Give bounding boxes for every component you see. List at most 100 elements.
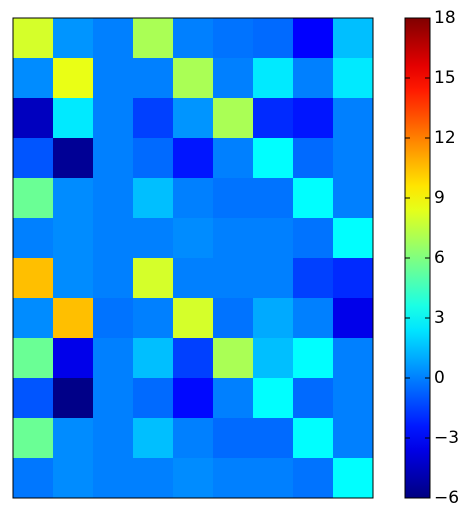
heatmap-cell bbox=[173, 338, 214, 379]
heatmap-cell bbox=[13, 458, 54, 499]
heatmap-cell bbox=[93, 418, 134, 459]
heatmap-cell bbox=[53, 258, 94, 299]
heatmap-cell bbox=[53, 138, 94, 179]
heatmap-cell bbox=[213, 218, 254, 259]
heatmap-cell bbox=[133, 18, 174, 59]
heatmap-cell bbox=[53, 18, 94, 59]
heatmap-cell bbox=[293, 258, 334, 299]
heatmap-cell bbox=[13, 298, 54, 339]
heatmap-cell bbox=[13, 418, 54, 459]
heatmap-cell bbox=[253, 58, 294, 99]
heatmap-cell bbox=[213, 458, 254, 499]
heatmap-cell bbox=[173, 138, 214, 179]
heatmap-cell bbox=[13, 138, 54, 179]
heatmap-cell bbox=[333, 58, 374, 99]
heatmap-cell bbox=[333, 18, 374, 59]
heatmap-cell bbox=[213, 98, 254, 139]
heatmap-cell bbox=[253, 98, 294, 139]
heatmap-cell bbox=[133, 218, 174, 259]
heatmap-cell bbox=[253, 258, 294, 299]
heatmap-cell bbox=[213, 18, 254, 59]
heatmap-cell bbox=[213, 378, 254, 419]
heatmap-cell bbox=[13, 58, 54, 99]
heatmap-cell bbox=[253, 378, 294, 419]
heatmap-cell bbox=[53, 218, 94, 259]
heatmap-cell bbox=[93, 138, 134, 179]
heatmap-cell bbox=[13, 218, 54, 259]
heatmap-cell bbox=[293, 338, 334, 379]
heatmap-cell bbox=[133, 298, 174, 339]
heatmap-cell bbox=[93, 18, 134, 59]
colorbar-tick-label: 3 bbox=[434, 308, 445, 328]
heatmap-cell bbox=[213, 298, 254, 339]
heatmap-cell bbox=[53, 298, 94, 339]
heatmap-cell bbox=[253, 418, 294, 459]
heatmap-cell bbox=[133, 98, 174, 139]
heatmap-cell bbox=[173, 98, 214, 139]
heatmap-cell bbox=[213, 58, 254, 99]
heatmap-cell bbox=[93, 338, 134, 379]
heatmap-cell bbox=[53, 418, 94, 459]
heatmap-cell bbox=[133, 378, 174, 419]
heatmap-cell bbox=[93, 378, 134, 419]
heatmap-cell bbox=[333, 378, 374, 419]
plot-frame bbox=[12, 17, 374, 499]
heatmap-cell bbox=[213, 338, 254, 379]
heatmap-cell bbox=[133, 458, 174, 499]
heatmap-cell bbox=[13, 98, 54, 139]
heatmap-cell bbox=[53, 178, 94, 219]
colorbar-tick-label: 9 bbox=[434, 188, 445, 208]
heatmap-cell bbox=[133, 258, 174, 299]
heatmap-cell bbox=[133, 418, 174, 459]
heatmap-cell bbox=[13, 18, 54, 59]
heatmap-cell bbox=[293, 18, 334, 59]
heatmap-cell bbox=[213, 178, 254, 219]
heatmap-cell bbox=[93, 458, 134, 499]
heatmap-cell bbox=[293, 418, 334, 459]
heatmap-cell bbox=[333, 178, 374, 219]
heatmap-cell bbox=[333, 458, 374, 499]
heatmap-cell bbox=[333, 138, 374, 179]
heatmap-cell bbox=[13, 258, 54, 299]
heatmap-cell bbox=[293, 98, 334, 139]
heatmap-cell bbox=[133, 338, 174, 379]
heatmap-cell bbox=[133, 138, 174, 179]
heatmap-cell bbox=[13, 378, 54, 419]
heatmap-cell bbox=[293, 178, 334, 219]
heatmap-cell bbox=[173, 458, 214, 499]
heatmap-cell bbox=[253, 298, 294, 339]
heatmap-cell bbox=[93, 298, 134, 339]
heatmap-cell bbox=[253, 178, 294, 219]
heatmap-cell bbox=[53, 378, 94, 419]
heatmap-cell bbox=[293, 458, 334, 499]
heatmap-cell bbox=[173, 378, 214, 419]
heatmap-cell bbox=[53, 98, 94, 139]
heatmap-cell bbox=[53, 338, 94, 379]
heatmap-cell bbox=[253, 138, 294, 179]
colorbar-tick-label: −6 bbox=[434, 488, 459, 508]
heatmap-cell bbox=[53, 58, 94, 99]
heatmap-cell bbox=[173, 298, 214, 339]
colorbar-tick-label: 0 bbox=[434, 368, 445, 388]
heatmap-cell bbox=[173, 58, 214, 99]
heatmap-cell bbox=[173, 18, 214, 59]
heatmap-cell bbox=[133, 58, 174, 99]
heatmap-cell bbox=[293, 298, 334, 339]
heatmap-cell bbox=[333, 298, 374, 339]
heatmap-cell bbox=[93, 178, 134, 219]
colorbar-tick-label: −3 bbox=[434, 428, 459, 448]
heatmap-cell bbox=[13, 338, 54, 379]
colorbar-tick-label: 6 bbox=[434, 248, 445, 268]
heatmap-cell bbox=[293, 218, 334, 259]
heatmap-cell bbox=[213, 418, 254, 459]
heatmap-cell bbox=[333, 258, 374, 299]
heatmap-cell bbox=[213, 138, 254, 179]
heatmap-cell bbox=[253, 458, 294, 499]
heatmap-cell bbox=[13, 178, 54, 219]
heatmap-cell bbox=[93, 98, 134, 139]
heatmap-cell bbox=[133, 178, 174, 219]
heatmap-cell bbox=[253, 338, 294, 379]
heatmap-cell bbox=[173, 258, 214, 299]
heatmap-cell bbox=[173, 218, 214, 259]
